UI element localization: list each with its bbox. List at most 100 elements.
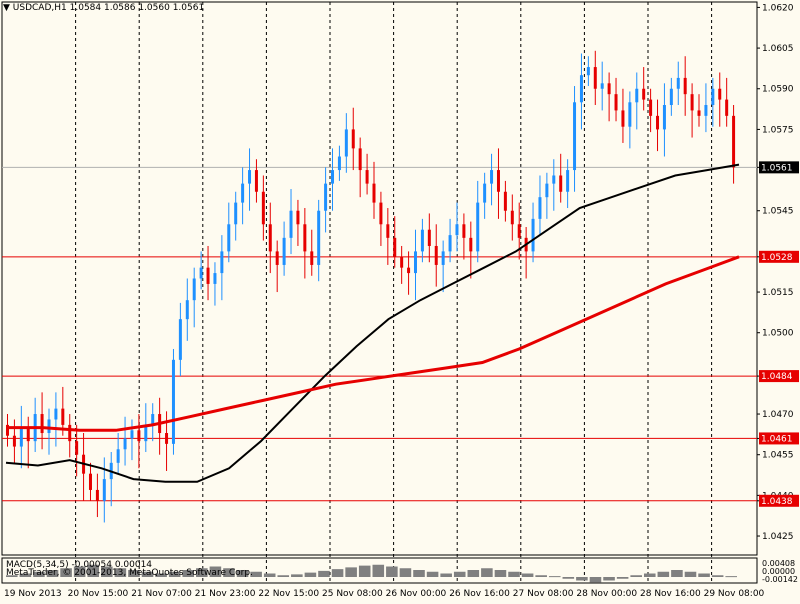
bull-candle [19,427,23,447]
bull-candle [704,105,708,116]
moving-average-slow-line [6,255,740,432]
macd-bar [576,577,588,581]
bull-candle [662,105,666,130]
bull-candle [102,479,106,501]
bull-candle [171,359,175,444]
bear-candle [462,224,466,238]
bull-candle [600,83,604,89]
macd-bar [426,571,439,577]
macd-bar [616,577,629,579]
bull-candle [628,102,632,127]
bear-candle [165,433,169,444]
macd-bar [331,569,344,577]
bear-candle [407,267,411,274]
bear-candle [642,88,646,100]
macd-bar [372,564,385,577]
bear-candle [372,183,376,203]
macd-bar [236,570,249,577]
bear-candle [656,115,660,130]
macd-bar [521,573,534,577]
current-price-badge [759,161,799,174]
bull-candle [490,170,494,184]
price-tick-label: 1.0515 [762,288,794,298]
bear-candle [261,191,265,225]
macd-axis-label: -0.00142 [762,575,798,584]
bull-candle [344,129,348,157]
bull-candle [185,300,189,320]
bull-candle [234,202,238,225]
macd-label: MACD(5,34,5) -0.00054 0.00014 [6,560,153,570]
bull-candle [441,251,445,265]
macd-bar [196,568,208,577]
price-tick-label: 1.0545 [762,207,794,217]
time-axis-label: 19 Nov 2013 [4,589,62,599]
macd-bar [671,570,683,577]
macd-bar [304,572,317,577]
level-price-label: 1.0484 [761,372,793,382]
macd-bar [562,577,575,579]
bear-candle [379,202,383,225]
bear-candle [95,489,99,501]
bull-candle [635,88,639,103]
bull-candle [455,224,459,236]
macd-axis-label: 0.00408 [762,559,795,568]
level-price-badge [759,494,799,507]
bear-candle [206,267,210,284]
macd-bar [630,575,642,577]
macd-bar [209,566,222,577]
current-price-label: 1.0561 [761,163,793,173]
macd-bar [494,570,507,577]
bear-candle [275,251,279,265]
macd-bar [223,568,235,577]
price-tick-label: 1.0455 [762,451,794,461]
time-axis-label: 20 Nov 15:00 [68,589,129,599]
bull-candle [282,237,286,265]
macd-bar [481,568,493,577]
bull-candle [241,183,245,203]
macd-axis-label: 0.00000 [762,567,795,576]
time-axis-label: 28 Nov 00:00 [576,589,637,599]
bear-candle [12,435,16,447]
bull-candle [130,430,134,439]
bull-candle [676,77,680,89]
plot-frame [1,1,758,556]
macd-bar [6,575,18,577]
macd-bar [168,571,181,577]
bull-candle [47,419,51,434]
macd-bar [101,566,113,577]
bear-candle [61,408,65,425]
macd-bar [155,573,167,577]
bull-candle [538,197,542,219]
macd-bar [603,577,615,581]
bull-candle [151,414,155,425]
bear-candle [365,170,369,184]
price-tick-label: 1.0620 [762,3,794,13]
bear-candle [137,430,141,442]
level-price-badge [759,370,799,383]
macd-bar [182,570,195,577]
bear-candle [310,251,314,265]
macd-bar [19,573,32,577]
bull-candle [213,273,217,284]
time-axis-label: 27 Nov 08:00 [513,589,574,599]
macd-bar [386,566,398,577]
bull-candle [227,224,231,252]
symbol-header: ▼ USDCAD,H1 1.0584 1.0586 1.0560 1.0561 [3,3,204,13]
bull-candle [413,251,417,274]
bear-candle [697,110,701,116]
macd-bar [643,573,656,577]
macd-bar [87,564,100,577]
bear-candle [427,229,431,246]
bull-candle [573,102,577,171]
bull-candle [420,229,424,252]
bull-candle [483,183,487,203]
dropdown-arrow-icon[interactable]: ▼ [3,3,10,13]
symbol-label: USDCAD,H1 [12,3,67,13]
bear-candle [268,224,272,252]
bull-candle [324,183,328,211]
bull-candle [476,202,480,252]
time-axis-label: 26 Nov 16:00 [449,589,510,599]
time-axis-label: 22 Nov 15:00 [258,589,319,599]
